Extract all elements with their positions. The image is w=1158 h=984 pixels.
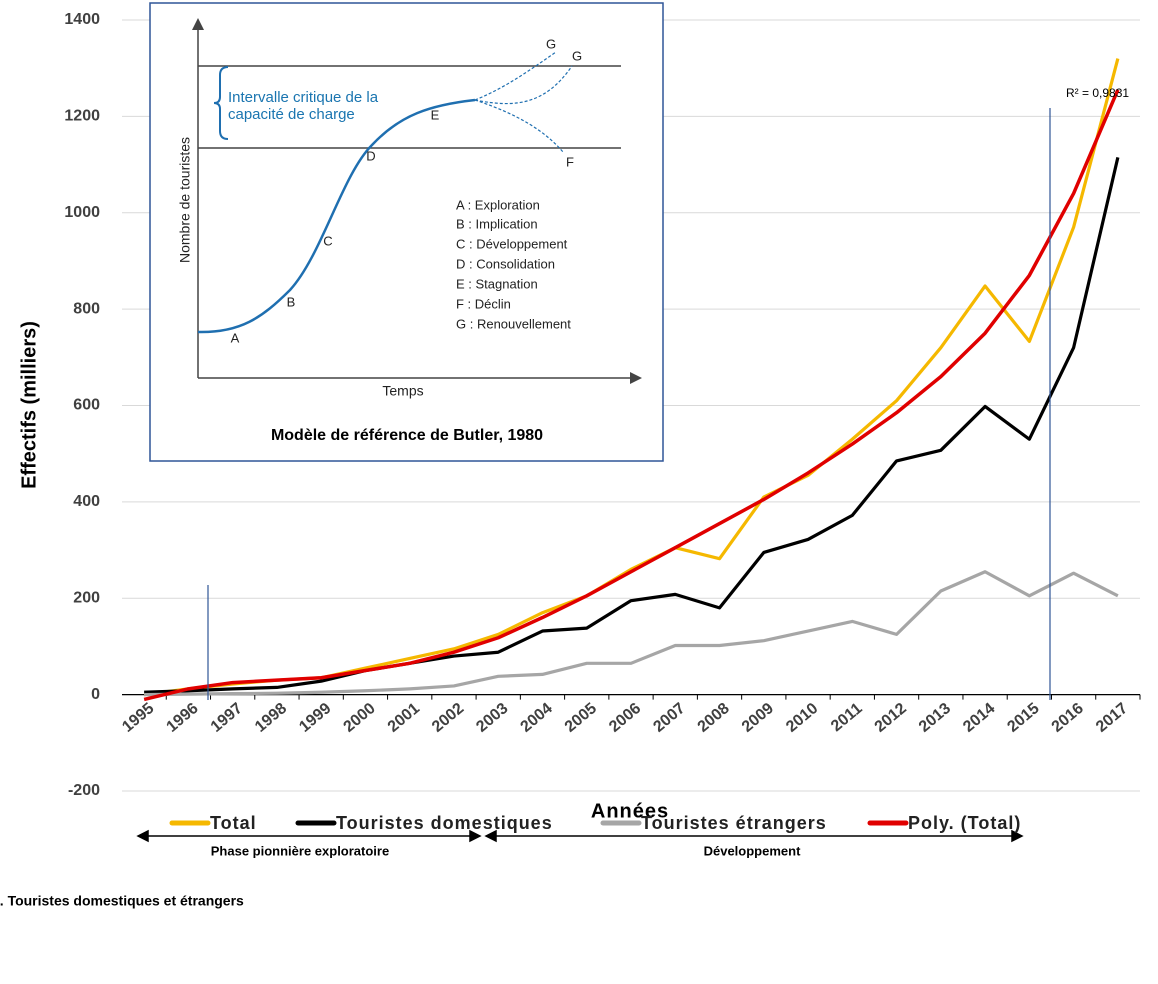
x-tick-label: 2009	[739, 700, 777, 736]
y-tick-label: -200	[68, 782, 100, 799]
stage-legend: A : Exploration	[456, 197, 540, 212]
x-tick-label: 2005	[562, 700, 600, 736]
x-tick-label: 1998	[252, 700, 290, 736]
y-tick-label: 600	[73, 397, 100, 414]
y-tick-label: 800	[73, 300, 100, 317]
x-tick-label: 2010	[783, 700, 821, 736]
x-tick-label: 2004	[518, 700, 556, 736]
inset-title: Modèle de référence de Butler, 1980	[271, 427, 543, 444]
x-tick-label: 1999	[296, 700, 334, 736]
x-tick-label: 2012	[872, 700, 910, 736]
x-tick-label: 1995	[119, 700, 157, 736]
x-tick-label: 2017	[1093, 700, 1131, 736]
x-tick-label: 2002	[429, 700, 467, 736]
stage-legend: F : Déclin	[456, 296, 511, 311]
stage-letter: A	[231, 330, 240, 345]
stage-letter: C	[323, 233, 332, 248]
x-tick-label: 1997	[208, 700, 246, 736]
y-tick-label: 200	[73, 589, 100, 606]
x-tick-label: 2007	[650, 700, 688, 736]
stage-letter: E	[431, 107, 440, 122]
inset-x-label: Temps	[382, 383, 423, 399]
y-tick-label: 400	[73, 493, 100, 510]
stage-letter: G	[572, 48, 582, 63]
phase-label: Phase pionnière exploratoire	[211, 843, 389, 858]
legend: Total Touristes domestiques Touristes étra…	[169, 813, 1021, 833]
y-tick-label: 1000	[64, 204, 100, 221]
x-tick-label: 2016	[1049, 700, 1087, 736]
stage-letter: F	[566, 154, 574, 169]
x-tick-label: 2014	[960, 700, 998, 736]
stage-legend: B : Implication	[456, 216, 538, 231]
series-line	[143, 89, 1120, 702]
legend-label: Touristes étrangers	[641, 813, 827, 833]
inset: Intervalle critique de la capacité de ch…	[149, 2, 664, 462]
bracket-label: capacité de charge	[228, 106, 355, 123]
x-tick-label: 2013	[916, 700, 954, 736]
phase-arrows	[136, 829, 1024, 843]
stage-legend: D : Consolidation	[456, 256, 555, 271]
series-line	[144, 156, 1120, 694]
legend-label: Total	[210, 813, 257, 833]
legend-label: Poly. (Total)	[908, 813, 1021, 833]
y-tick-label: 1400	[64, 11, 100, 28]
stage-legend: G : Renouvellement	[456, 316, 571, 331]
stage-legend: E : Stagnation	[456, 276, 538, 291]
y-tick-label: 0	[91, 686, 100, 703]
y-tick-label: 1200	[64, 108, 100, 125]
inset-y-label: Nombre de touristes	[177, 137, 193, 263]
stage-letter: D	[366, 148, 375, 163]
stage-legend: C : Développement	[456, 236, 568, 251]
x-tick-label: 2001	[385, 700, 423, 736]
x-tick-label: 2000	[341, 700, 379, 736]
inset-frame	[149, 2, 664, 462]
x-tick-label: 2011	[828, 700, 866, 735]
x-tick-label: 2003	[473, 700, 511, 736]
legend-label: Touristes domestiques	[336, 813, 553, 833]
x-tick-label: 2006	[606, 700, 644, 736]
x-axis-label: Années	[591, 800, 669, 822]
r2-annotation: R² = 0,9831	[1066, 86, 1129, 100]
caption: 1. Touristes domestiques et étrangers	[0, 893, 244, 909]
stage-letter: G	[546, 36, 556, 51]
y-axis-label: Effectifs (milliers)	[18, 321, 40, 489]
butler-curve	[197, 98, 476, 334]
phase-label: Développement	[704, 843, 801, 858]
x-tick-label: 2015	[1004, 700, 1042, 736]
stage-letter: B	[287, 294, 296, 309]
series-line	[144, 570, 1119, 697]
x-tick-label: 2008	[695, 700, 733, 736]
bracket-label: Intervalle critique de la	[228, 89, 379, 106]
x-tick-label: 1996	[163, 700, 201, 736]
